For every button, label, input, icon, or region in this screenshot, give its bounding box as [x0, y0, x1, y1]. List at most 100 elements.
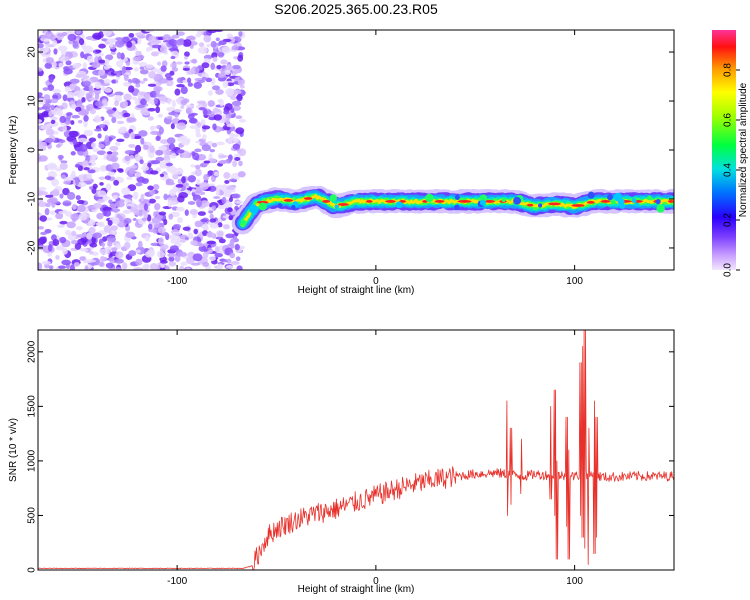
noise-blob	[139, 159, 144, 165]
noise-blob	[190, 67, 195, 75]
noise-blob	[119, 199, 125, 203]
noise-blob	[59, 162, 68, 170]
noise-blob	[66, 92, 76, 99]
noise-blob	[69, 78, 80, 84]
noise-blob	[134, 135, 142, 140]
noise-blob	[184, 236, 190, 241]
signal-peak	[434, 200, 445, 203]
noise-blob	[102, 30, 112, 37]
noise-blob	[230, 96, 238, 101]
noise-blob	[188, 117, 198, 124]
noise-blob	[110, 51, 116, 55]
noise-blob	[61, 259, 71, 266]
noise-blob	[153, 211, 160, 215]
noise-blob	[126, 117, 137, 123]
signal-blob	[249, 204, 258, 214]
y-tick-label: 1500	[27, 395, 38, 418]
noise-blob	[111, 162, 120, 170]
noise-blob	[151, 44, 162, 49]
noise-blob	[232, 105, 241, 111]
noise-blob	[59, 220, 68, 225]
snr-frame	[37, 329, 675, 571]
noise-blob	[210, 62, 216, 70]
signal-peak	[337, 203, 349, 206]
y-tick-label: 500	[27, 507, 38, 524]
noise-blob	[171, 99, 176, 108]
noise-blob	[220, 65, 227, 69]
noise-blob	[86, 173, 92, 179]
signal-blob	[240, 219, 246, 225]
spectrogram-x-label: Height of straight line (km)	[298, 285, 415, 296]
noise-blob	[208, 256, 216, 262]
noise-blob	[39, 215, 47, 222]
noise-blob	[140, 137, 145, 145]
noise-blob	[229, 132, 235, 139]
noise-blob	[232, 143, 241, 150]
noise-blob	[215, 188, 220, 197]
noise-blob	[91, 251, 99, 256]
noise-blob	[96, 150, 107, 156]
noise-blob	[169, 189, 177, 197]
noise-blob	[73, 262, 80, 267]
noise-blob	[151, 39, 162, 44]
noise-blob	[185, 104, 195, 108]
noise-blob	[185, 35, 196, 41]
noise-blob	[135, 182, 143, 187]
noise-blob	[223, 259, 228, 263]
noise-blob	[155, 88, 160, 96]
noise-blob	[38, 141, 44, 148]
noise-blob	[124, 149, 135, 155]
signal-blob	[646, 195, 652, 201]
noise-blob	[168, 143, 176, 151]
noise-blob	[123, 209, 130, 214]
y-tick-label: 0	[27, 147, 38, 153]
noise-blob	[134, 153, 141, 161]
noise-blob	[42, 103, 52, 110]
noise-blob	[120, 52, 125, 60]
noise-blob	[175, 61, 183, 65]
noise-blob	[116, 52, 122, 59]
noise-blob	[83, 114, 89, 122]
noise-blob	[122, 199, 132, 203]
noise-blob	[198, 42, 205, 48]
noise-blob	[185, 267, 191, 270]
noise-blob	[148, 198, 156, 204]
noise-blob	[150, 160, 161, 165]
signal-band	[231, 185, 674, 235]
signal-blob	[607, 194, 613, 201]
noise-blob	[53, 48, 58, 55]
noise-blob	[56, 224, 65, 228]
noise-blob	[75, 30, 82, 35]
noise-blob	[187, 201, 196, 205]
noise-blob	[164, 265, 170, 270]
noise-blob	[71, 114, 80, 119]
signal-blob	[479, 199, 486, 206]
signal-blob	[329, 194, 337, 202]
noise-blob	[221, 46, 231, 54]
noise-blob	[170, 152, 177, 159]
noise-blob	[158, 126, 164, 135]
noise-blob	[91, 142, 97, 149]
noise-blob	[170, 62, 178, 69]
noise-blob	[94, 92, 100, 100]
noise-blob	[225, 88, 234, 97]
noise-blob	[62, 125, 67, 132]
noise-blob	[55, 255, 60, 260]
noise-blob	[98, 69, 105, 76]
noise-blob	[109, 145, 119, 152]
noise-blob	[95, 100, 104, 107]
noise-blob	[75, 106, 82, 112]
noise-blob	[48, 76, 54, 83]
signal-blob	[587, 191, 595, 199]
noise-blob	[178, 192, 189, 199]
noise-blob	[62, 200, 72, 207]
noise-blob	[144, 30, 155, 33]
noise-blob	[117, 120, 125, 125]
noise-blob	[190, 262, 201, 266]
noise-blob	[58, 62, 64, 68]
noise-blob	[144, 235, 150, 242]
noise-blob	[71, 103, 77, 110]
noise-blob	[195, 133, 202, 138]
noise-blob	[223, 188, 232, 196]
noise-blob	[238, 118, 247, 123]
